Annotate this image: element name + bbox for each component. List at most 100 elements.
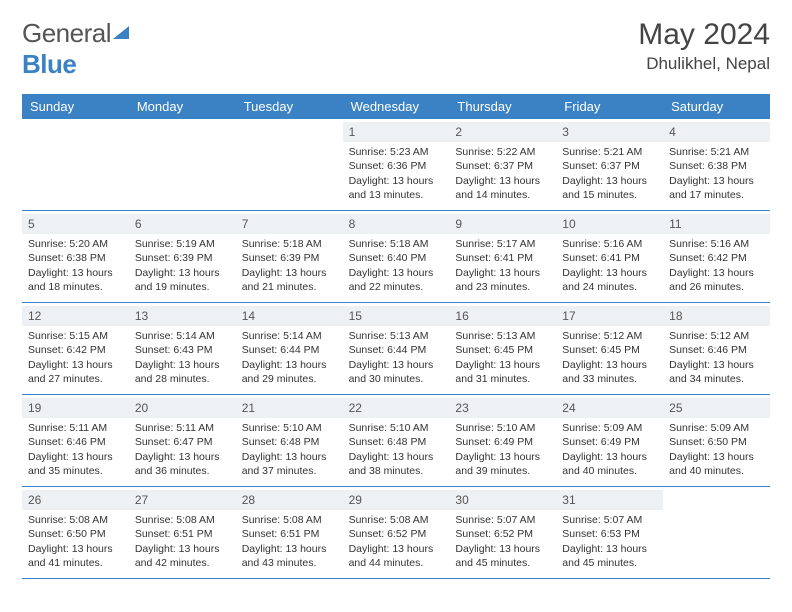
calendar-cell: 21 Sunrise: 5:10 AMSunset: 6:48 PMDayligh… [236, 395, 343, 487]
day-number: 22 [349, 401, 362, 415]
daylight-text: Daylight: 13 hours and 42 minutes. [135, 542, 230, 570]
daynum-row: 5 [22, 214, 129, 234]
day-number: 6 [135, 217, 142, 231]
sunset-text: Sunset: 6:46 PM [28, 435, 123, 449]
calendar-cell: 14Sunrise: 5:14 AMSunset: 6:44 PMDayligh… [236, 303, 343, 395]
daylight-text: Daylight: 13 hours and 44 minutes. [349, 542, 444, 570]
sunset-text: Sunset: 6:49 PM [455, 435, 550, 449]
daylight-text: Daylight: 13 hours and 29 minutes. [242, 358, 337, 386]
sunrise-text: Sunrise: 5:09 AM [562, 421, 657, 435]
sunset-text: Sunset: 6:52 PM [455, 527, 550, 541]
daynum-row: 21 [236, 398, 343, 418]
daynum-row: 4 [663, 122, 770, 142]
daylight-text: Daylight: 13 hours and 40 minutes. [562, 450, 657, 478]
calendar-cell [236, 119, 343, 211]
daylight-text: Daylight: 13 hours and 39 minutes. [455, 450, 550, 478]
sunset-text: Sunset: 6:49 PM [562, 435, 657, 449]
daylight-text: Daylight: 13 hours and 37 minutes. [242, 450, 337, 478]
daynum-row: 20 [129, 398, 236, 418]
day-info: Sunrise: 5:21 AMSunset: 6:38 PMDaylight:… [669, 145, 764, 202]
sunset-text: Sunset: 6:48 PM [242, 435, 337, 449]
day-info: Sunrise: 5:08 AMSunset: 6:51 PMDaylight:… [242, 513, 337, 570]
day-info: Sunrise: 5:15 AMSunset: 6:42 PMDaylight:… [28, 329, 123, 386]
calendar-grid: 1Sunrise: 5:23 AMSunset: 6:36 PMDaylight… [22, 119, 770, 579]
sunrise-text: Sunrise: 5:17 AM [455, 237, 550, 251]
daylight-text: Daylight: 13 hours and 15 minutes. [562, 174, 657, 202]
calendar-cell: 17Sunrise: 5:12 AMSunset: 6:45 PMDayligh… [556, 303, 663, 395]
day-info: Sunrise: 5:20 AMSunset: 6:38 PMDaylight:… [28, 237, 123, 294]
calendar: SundayMondayTuesdayWednesdayThursdayFrid… [22, 94, 770, 579]
daylight-text: Daylight: 13 hours and 30 minutes. [349, 358, 444, 386]
calendar-cell: 31Sunrise: 5:07 AMSunset: 6:53 PMDayligh… [556, 487, 663, 579]
calendar-cell: 12 Sunrise: 5:15 AMSunset: 6:42 PMDayligh… [22, 303, 129, 395]
calendar-cell: 13Sunrise: 5:14 AMSunset: 6:43 PMDayligh… [129, 303, 236, 395]
daynum-row: 27 [129, 490, 236, 510]
daylight-text: Daylight: 13 hours and 45 minutes. [562, 542, 657, 570]
day-number: 8 [349, 217, 356, 231]
daylight-text: Daylight: 13 hours and 38 minutes. [349, 450, 444, 478]
header: GeneralBlue May 2024 Dhulikhel, Nepal [22, 18, 770, 80]
sunset-text: Sunset: 6:42 PM [28, 343, 123, 357]
daynames-row: SundayMondayTuesdayWednesdayThursdayFrid… [22, 94, 770, 119]
sunset-text: Sunset: 6:40 PM [349, 251, 444, 265]
sunset-text: Sunset: 6:38 PM [28, 251, 123, 265]
day-number: 4 [669, 125, 676, 139]
daynum-row: 6 [129, 214, 236, 234]
sunrise-text: Sunrise: 5:15 AM [28, 329, 123, 343]
daylight-text: Daylight: 13 hours and 14 minutes. [455, 174, 550, 202]
sunrise-text: Sunrise: 5:22 AM [455, 145, 550, 159]
daynum-row: 17 [556, 306, 663, 326]
daynum-row: 19 [22, 398, 129, 418]
sunset-text: Sunset: 6:53 PM [562, 527, 657, 541]
daylight-text: Daylight: 13 hours and 36 minutes. [135, 450, 230, 478]
day-info: Sunrise: 5:10 AMSunset: 6:48 PMDaylight:… [242, 421, 337, 478]
logo: GeneralBlue [22, 18, 131, 80]
sunset-text: Sunset: 6:38 PM [669, 159, 764, 173]
sunset-text: Sunset: 6:41 PM [455, 251, 550, 265]
day-number: 3 [562, 125, 569, 139]
daynum-row: 7 [236, 214, 343, 234]
day-info: Sunrise: 5:22 AMSunset: 6:37 PMDaylight:… [455, 145, 550, 202]
day-info: Sunrise: 5:11 AMSunset: 6:46 PMDaylight:… [28, 421, 123, 478]
calendar-cell: 4 Sunrise: 5:21 AMSunset: 6:38 PMDaylight… [663, 119, 770, 211]
sunrise-text: Sunrise: 5:23 AM [349, 145, 444, 159]
title-block: May 2024 Dhulikhel, Nepal [638, 18, 770, 74]
day-info: Sunrise: 5:18 AMSunset: 6:39 PMDaylight:… [242, 237, 337, 294]
day-number: 12 [28, 309, 41, 323]
dayname-sunday: Sunday [22, 94, 129, 119]
day-info: Sunrise: 5:23 AMSunset: 6:36 PMDaylight:… [349, 145, 444, 202]
calendar-cell: 3Sunrise: 5:21 AMSunset: 6:37 PMDaylight… [556, 119, 663, 211]
sunset-text: Sunset: 6:45 PM [562, 343, 657, 357]
daylight-text: Daylight: 13 hours and 19 minutes. [135, 266, 230, 294]
sunrise-text: Sunrise: 5:13 AM [349, 329, 444, 343]
daynum-row: 24 [556, 398, 663, 418]
day-number: 30 [455, 493, 468, 507]
day-number: 18 [669, 309, 682, 323]
location: Dhulikhel, Nepal [638, 54, 770, 74]
sunrise-text: Sunrise: 5:16 AM [669, 237, 764, 251]
day-info: Sunrise: 5:16 AMSunset: 6:41 PMDaylight:… [562, 237, 657, 294]
calendar-cell: 10Sunrise: 5:16 AMSunset: 6:41 PMDayligh… [556, 211, 663, 303]
day-number: 7 [242, 217, 249, 231]
daylight-text: Daylight: 13 hours and 21 minutes. [242, 266, 337, 294]
dayname-monday: Monday [129, 94, 236, 119]
sunrise-text: Sunrise: 5:07 AM [562, 513, 657, 527]
daylight-text: Daylight: 13 hours and 18 minutes. [28, 266, 123, 294]
logo-part1: General [22, 18, 111, 48]
dayname-tuesday: Tuesday [236, 94, 343, 119]
sunset-text: Sunset: 6:41 PM [562, 251, 657, 265]
daylight-text: Daylight: 13 hours and 22 minutes. [349, 266, 444, 294]
sunset-text: Sunset: 6:37 PM [455, 159, 550, 173]
day-info: Sunrise: 5:16 AMSunset: 6:42 PMDaylight:… [669, 237, 764, 294]
daynum-row: 15 [343, 306, 450, 326]
daynum-row: 25 [663, 398, 770, 418]
calendar-cell: 15Sunrise: 5:13 AMSunset: 6:44 PMDayligh… [343, 303, 450, 395]
sunrise-text: Sunrise: 5:10 AM [242, 421, 337, 435]
daylight-text: Daylight: 13 hours and 17 minutes. [669, 174, 764, 202]
sunrise-text: Sunrise: 5:18 AM [349, 237, 444, 251]
sunrise-text: Sunrise: 5:08 AM [242, 513, 337, 527]
calendar-cell: 7 Sunrise: 5:18 AMSunset: 6:39 PMDaylight… [236, 211, 343, 303]
calendar-cell: 2Sunrise: 5:22 AMSunset: 6:37 PMDaylight… [449, 119, 556, 211]
sunset-text: Sunset: 6:50 PM [28, 527, 123, 541]
calendar-cell: 18Sunrise: 5:12 AMSunset: 6:46 PMDayligh… [663, 303, 770, 395]
